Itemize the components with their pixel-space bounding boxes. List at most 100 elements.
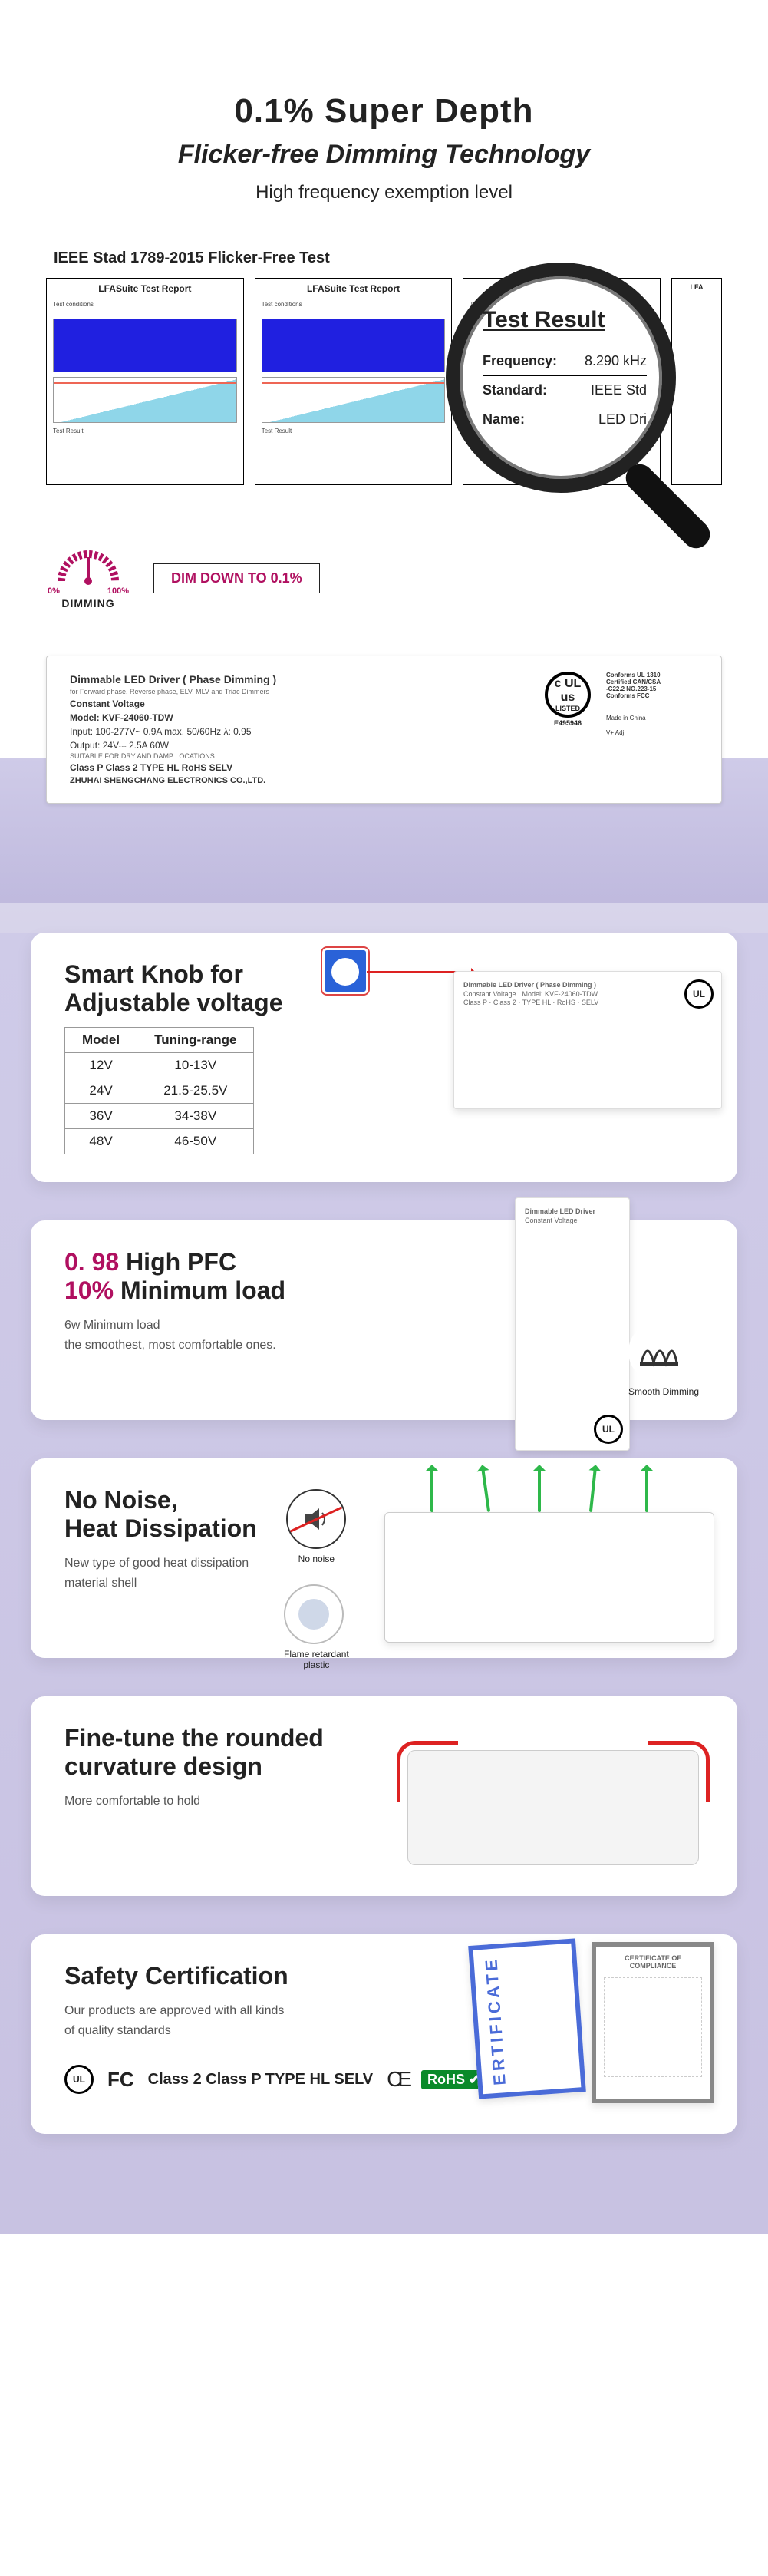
pfc-text: High PFC	[119, 1248, 236, 1276]
table-row: 36V34-38V	[65, 1104, 254, 1129]
header: 0.1% Super Depth Flicker-free Dimming Te…	[0, 0, 768, 249]
card-no-noise: No Noise, Heat Dissipation New type of g…	[31, 1458, 737, 1658]
corner-highlight	[397, 1741, 458, 1802]
driver-text: Dimmable LED Driver ( Phase Dimming ) fo…	[70, 672, 529, 788]
made-in: Made in China	[606, 715, 698, 722]
ul-mini-icon: UL	[684, 979, 714, 1009]
report-chart-blue	[262, 319, 446, 372]
flame-retardant-block: Flame retardant plastic	[284, 1584, 349, 1670]
driver-image-vertical: Dimmable LED Driver Constant Voltage UL	[515, 1197, 630, 1451]
flame-retardant-icon	[284, 1584, 344, 1644]
lens-row: Frequency: 8.290 kHz	[483, 347, 647, 376]
corner-highlight	[648, 1741, 710, 1802]
lens-key: Name:	[483, 411, 525, 428]
heat-arrow-icon	[481, 1466, 490, 1512]
gauge-low: 0%	[48, 586, 60, 596]
ul-mini-icon: UL	[594, 1415, 623, 1444]
magnifier: Test Result Frequency: 8.290 kHz Standar…	[446, 263, 737, 554]
report-header: LFASuite Test Report	[255, 279, 452, 299]
smooth-dimming-label: Smooth Dimming	[628, 1386, 699, 1397]
dimming-gauge: 0% 100% DIMMING	[46, 547, 130, 609]
heat-arrow-icon	[538, 1466, 541, 1512]
headline-2: Flicker-free Dimming Technology	[31, 140, 737, 170]
lens-key: Standard:	[483, 382, 547, 398]
report-chart-tri	[262, 377, 446, 423]
driver-title: Dimmable LED Driver ( Phase Dimming )	[70, 673, 276, 685]
pfc-number: 0. 98	[64, 1248, 119, 1276]
lens-value: 8.290 kHz	[585, 353, 647, 369]
report-chart-tri	[53, 377, 237, 423]
ul-number: E495946	[545, 719, 591, 727]
heat-arrow-icon	[645, 1466, 648, 1512]
certificate-word: ERTIFICATE	[481, 1957, 510, 2086]
fcc-icon: FC	[107, 2068, 134, 2092]
test-report: LFASuite Test Report Test conditions Tes…	[46, 278, 244, 485]
driver-subtitle: for Forward phase, Reverse phase, ELV, M…	[70, 688, 529, 697]
adj-text: V+ Adj.	[606, 729, 698, 736]
driver-cv: Constant Voltage	[70, 697, 529, 711]
gauge-word: DIMMING	[46, 597, 130, 609]
icon-column: No noise Flame retardant plastic	[284, 1489, 349, 1670]
cell: 48V	[65, 1129, 137, 1154]
cell: 21.5-25.5V	[137, 1078, 254, 1104]
certificates: ERTIFICATE CERTIFICATE OF COMPLIANCE	[473, 1942, 714, 2103]
headline-3: High frequency exemption level	[31, 182, 737, 203]
ul-badge-icon: UL	[64, 2065, 94, 2094]
report-header: LFASuite Test Report	[47, 279, 243, 299]
cell: 46-50V	[137, 1129, 254, 1154]
certificate-doc: CERTIFICATE OF COMPLIANCE	[592, 1942, 714, 2103]
table-row: 24V21.5-25.5V	[65, 1078, 254, 1104]
lens-value: LED Dri	[598, 411, 647, 428]
cards-section: Smart Knob for Adjustable voltage Model …	[0, 933, 768, 2234]
report-label: Test conditions	[262, 301, 446, 308]
table-row: 12V10-13V	[65, 1053, 254, 1078]
no-noise-icon	[286, 1489, 346, 1549]
cell: 34-38V	[137, 1104, 254, 1129]
smooth-dimming-icon	[628, 1322, 688, 1382]
driver-output: Output: 24V⎓ 2.5A 60W	[70, 738, 529, 752]
ul-listed-icon: c UL us LISTED	[545, 672, 591, 718]
ul-badge-block: c UL us LISTED E495946	[545, 672, 591, 727]
cell: 24V	[65, 1078, 137, 1104]
voltage-table: Model Tuning-range 12V10-13V 24V21.5-25.…	[64, 1027, 254, 1154]
smooth-dimming-block: Smooth Dimming	[628, 1322, 699, 1397]
report-label: Test Result	[53, 428, 237, 434]
cell: 10-13V	[137, 1053, 254, 1078]
driver-mfg: ZHUHAI SHENGCHANG ELECTRONICS CO.,LTD.	[70, 774, 529, 788]
card-curvature: Fine-tune the rounded curvature design M…	[31, 1696, 737, 1896]
flicker-section: IEEE Stad 1789-2015 Flicker-Free Test LF…	[0, 249, 768, 516]
conformance-text: Conforms UL 1310 Certified CAN/CSA -C22.…	[606, 672, 698, 699]
ul-listed-text: LISTED	[555, 705, 580, 712]
card-safety-cert: Safety Certification Our products are ap…	[31, 1934, 737, 2134]
report-label: Test conditions	[53, 301, 237, 308]
class-text: Class 2 Class P TYPE HL SELV	[148, 2071, 373, 2089]
cell: 12V	[65, 1053, 137, 1078]
gauge-icon	[54, 547, 123, 585]
test-reports-row: LFASuite Test Report Test conditions Tes…	[46, 278, 722, 485]
headline-1: 0.1% Super Depth	[31, 92, 737, 130]
lens-title: Test Result	[483, 307, 647, 333]
lens-value: IEEE Std	[591, 382, 647, 398]
driver-class: Class P Class 2 TYPE HL RoHS SELV	[70, 761, 529, 774]
flame-retardant-label: Flame retardant plastic	[284, 1649, 349, 1670]
th-model: Model	[65, 1028, 137, 1053]
heat-arrow-icon	[589, 1466, 597, 1512]
lens-row: Standard: IEEE Std	[483, 376, 647, 405]
magnifier-lens: Test Result Frequency: 8.290 kHz Standar…	[446, 263, 676, 493]
driver-input: Input: 100-277V~ 0.9A max. 50/60Hz λ: 0.…	[70, 725, 529, 738]
heat-arrow-icon	[430, 1466, 433, 1512]
table-row: 48V46-50V	[65, 1129, 254, 1154]
card-high-pfc: 0. 98 High PFC 10% Minimum load 6w Minim…	[31, 1220, 737, 1420]
minload-number: 10%	[64, 1276, 114, 1304]
certificate-title: CERTIFICATE OF COMPLIANCE	[604, 1954, 702, 1970]
cell: 36V	[65, 1104, 137, 1129]
driver-label-panel: Dimmable LED Driver ( Phase Dimming ) fo…	[46, 656, 722, 804]
dim-down-box: DIM DOWN TO 0.1%	[153, 563, 320, 593]
no-noise-label: No noise	[286, 1554, 346, 1564]
curvature-image	[392, 1704, 714, 1888]
lens-row: Name: LED Dri	[483, 405, 647, 434]
test-report: LFASuite Test Report Test conditions Tes…	[255, 278, 453, 485]
report-chart-blue	[53, 319, 237, 372]
lens-key: Frequency:	[483, 353, 557, 369]
certificate-doc: ERTIFICATE	[468, 1939, 586, 2099]
